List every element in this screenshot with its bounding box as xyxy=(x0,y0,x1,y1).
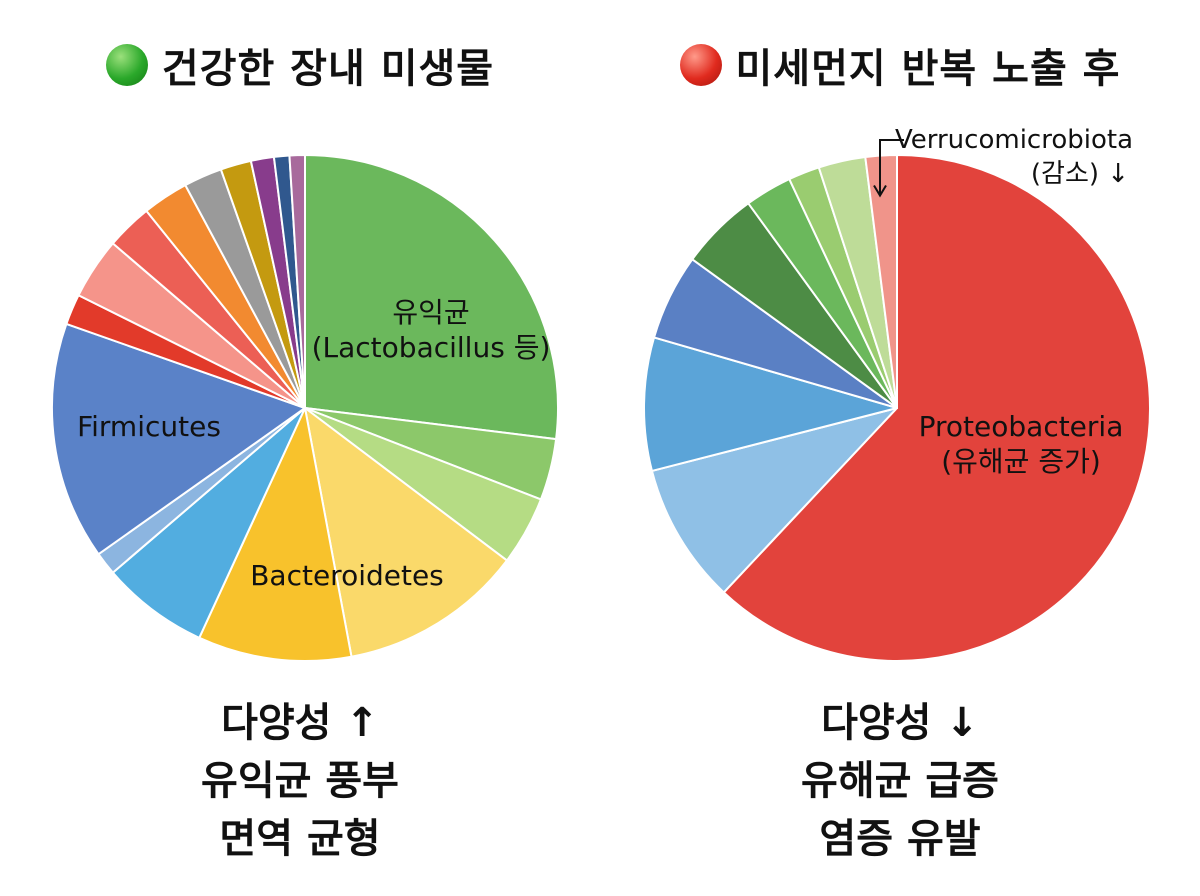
exposed-title-text: 미세먼지 반복 노출 후 xyxy=(735,46,1121,92)
pie-slice xyxy=(51,322,306,556)
healthy-summary: 다양성 ↑ 유익균 풍부 면역 균형 xyxy=(0,694,600,868)
slice-label: Firmicutes xyxy=(77,410,221,443)
exposed-summary-line: 다양성 ↓ xyxy=(821,700,979,746)
annotation-arrow-icon xyxy=(873,184,887,198)
healthy-microbiome-panel: 건강한 장내 미생물 유익균 (Lactobacillus 등) Bacteroid… xyxy=(0,36,600,868)
pie-slice xyxy=(111,407,306,639)
green-circle-icon xyxy=(105,44,148,86)
exposed-pie-chart: Proteobacteria (유해균 증가) Verrucomicrobiota(… xyxy=(643,125,1151,662)
red-circle-icon xyxy=(679,44,722,86)
slice-label: Proteobacteria (유해균 증가) xyxy=(919,410,1124,478)
pie-slice xyxy=(304,154,559,441)
healthy-summary-line: 유익균 풍부 xyxy=(201,758,399,804)
verrucomicrobiota-annotation: Verrucomicrobiota (감소) ↓ xyxy=(895,125,1133,189)
pie-slice xyxy=(643,336,898,472)
healthy-summary-line: 다양성 ↑ xyxy=(221,700,379,746)
healthy-pie-chart: 유익균 (Lactobacillus 등) Bacteroidetes Firmicu… xyxy=(51,154,559,662)
slice-label: 유익균 (Lactobacillus 등) xyxy=(312,296,551,364)
exposed-panel-title: 미세먼지 반복 노출 후 xyxy=(600,36,1200,94)
healthy-summary-line: 면역 균형 xyxy=(219,816,381,862)
annotation-leader-line xyxy=(879,139,904,194)
pie-slice xyxy=(288,154,306,409)
exposed-microbiome-panel: 미세먼지 반복 노출 후 Proteobacteria (유해균 증가) Verru… xyxy=(600,0,1200,896)
exposed-summary-line: 염증 유발 xyxy=(819,816,981,862)
exposed-summary: 다양성 ↓ 유해균 급증 염증 유발 xyxy=(600,694,1200,868)
slice-label: Bacteroidetes xyxy=(250,559,444,592)
pie-slice xyxy=(722,154,1151,662)
pie-slice xyxy=(198,407,353,662)
healthy-panel-title: 건강한 장내 미생물 xyxy=(0,36,600,94)
healthy-title-text: 건강한 장내 미생물 xyxy=(161,46,495,92)
exposed-summary-line: 유해균 급증 xyxy=(801,758,999,804)
pie-slice xyxy=(650,407,898,594)
pie-slice xyxy=(304,407,508,658)
pie-slice xyxy=(864,153,898,409)
